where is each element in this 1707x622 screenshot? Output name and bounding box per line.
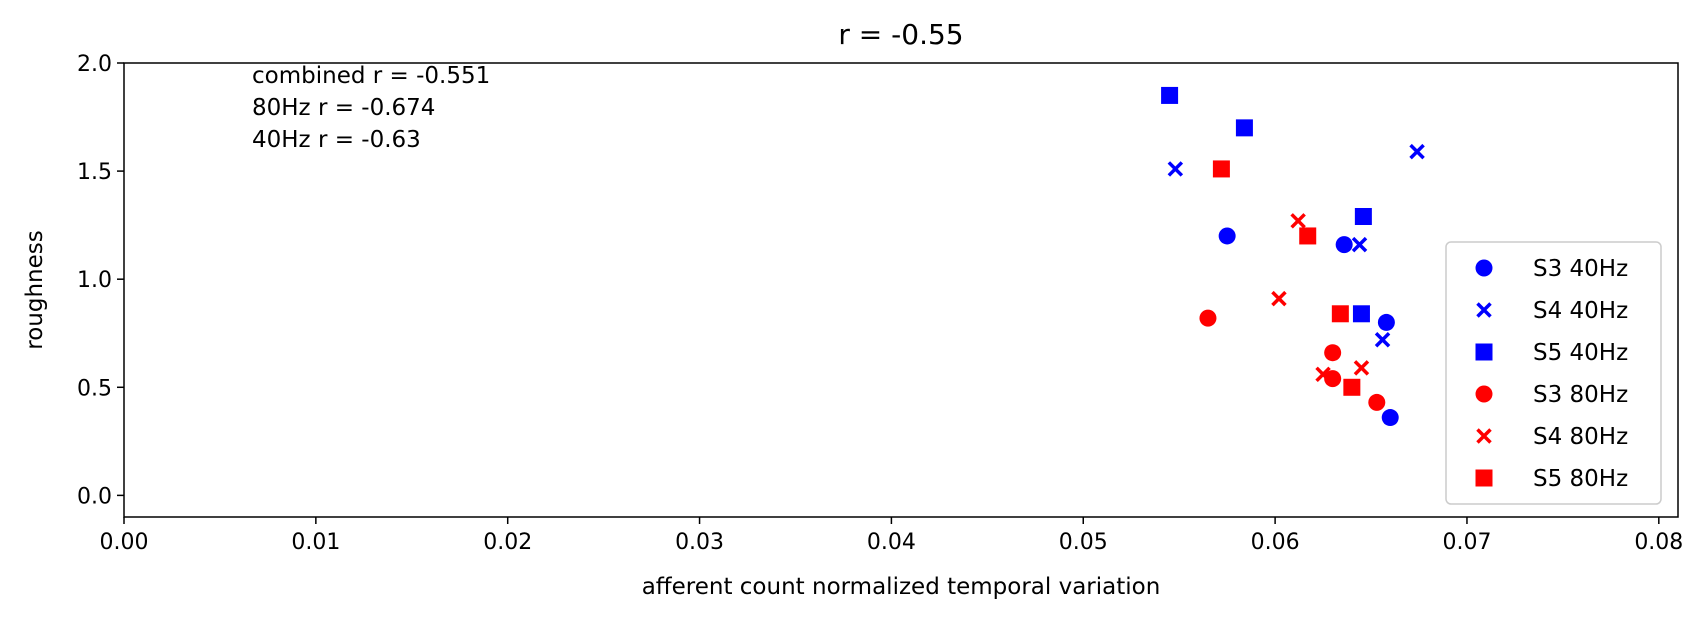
legend-marker	[1476, 428, 1492, 444]
legend-entry: S5 80Hz	[1533, 466, 1628, 492]
data-point	[1352, 305, 1370, 323]
y-axis-label: roughness	[22, 230, 48, 349]
x-tick-label: 0.07	[1442, 530, 1491, 555]
x-tick-label: 0.03	[675, 530, 724, 555]
data-point	[1354, 207, 1372, 225]
data-point	[1324, 344, 1342, 362]
annotations: combined r = -0.551 80Hz r = -0.674 40Hz r…	[252, 63, 490, 153]
data-point	[1351, 236, 1368, 253]
legend-marker	[1476, 302, 1492, 318]
legend-marker	[1475, 385, 1493, 403]
x-tick-label: 0.00	[100, 530, 149, 555]
legend-entry: S4 80Hz	[1533, 424, 1628, 450]
data-point	[1212, 160, 1230, 178]
y-tick-label: 0.0	[77, 484, 112, 509]
y-tick-label: 0.5	[77, 376, 112, 401]
data-point	[1161, 86, 1179, 104]
correlation-annotation: 40Hz r = -0.63	[252, 127, 421, 153]
x-tick-label: 0.04	[867, 530, 916, 555]
data-point	[1299, 227, 1317, 245]
x-axis: 0.00 0.01 0.02 0.03 0.04 0.05 0.06 0.07 0.08	[100, 517, 1683, 555]
data-point	[1353, 360, 1370, 376]
x-axis-label: afferent count normalized temporal varia…	[642, 574, 1161, 600]
x-tick-label: 0.06	[1251, 530, 1300, 555]
data-point	[1368, 393, 1386, 411]
y-tick-label: 1.0	[77, 268, 112, 293]
legend-marker	[1475, 259, 1493, 277]
x-tick-label: 0.01	[291, 530, 340, 555]
legend-entry: S3 80Hz	[1533, 382, 1628, 408]
data-point	[1409, 143, 1425, 160]
y-tick-label: 2.0	[77, 52, 112, 77]
legend-box	[1445, 241, 1662, 505]
data-point	[1315, 366, 1331, 383]
data-point	[1199, 309, 1217, 327]
legend-entry: S4 40Hz	[1533, 298, 1628, 324]
data-point	[1218, 227, 1236, 245]
data-point	[1324, 370, 1342, 388]
correlation-annotation: 80Hz r = -0.674	[252, 95, 435, 121]
data-point	[1167, 161, 1184, 177]
data-point	[1374, 331, 1391, 348]
data-point	[1271, 290, 1287, 307]
data-point	[1331, 305, 1349, 323]
x-tick-label: 0.05	[1059, 530, 1108, 555]
y-axis: 0.0 0.5 1.0 1.5 2.0	[77, 52, 124, 509]
x-tick-label: 0.02	[483, 530, 532, 555]
data-point	[1290, 213, 1306, 229]
y-tick-label: 1.5	[77, 160, 112, 185]
x-tick-label: 0.08	[1634, 530, 1683, 555]
chart-title: r = -0.55	[838, 18, 963, 51]
legend-entry: S5 40Hz	[1533, 340, 1628, 366]
correlation-annotation: combined r = -0.551	[252, 63, 490, 89]
data-point	[1377, 313, 1395, 331]
legend: S3 40Hz S4 40Hz S5 40Hz S3 80Hz S4 80Hz S5 80…	[1445, 241, 1662, 505]
data-point	[1381, 409, 1399, 427]
data-points	[1161, 86, 1425, 427]
data-point	[1343, 378, 1361, 396]
legend-entry: S3 40Hz	[1533, 256, 1628, 282]
plot-area	[123, 62, 1679, 518]
legend-marker	[1475, 343, 1493, 361]
data-point	[1235, 119, 1253, 137]
data-point	[1335, 236, 1353, 254]
legend-marker	[1475, 469, 1493, 487]
plot-frame	[123, 62, 1679, 518]
